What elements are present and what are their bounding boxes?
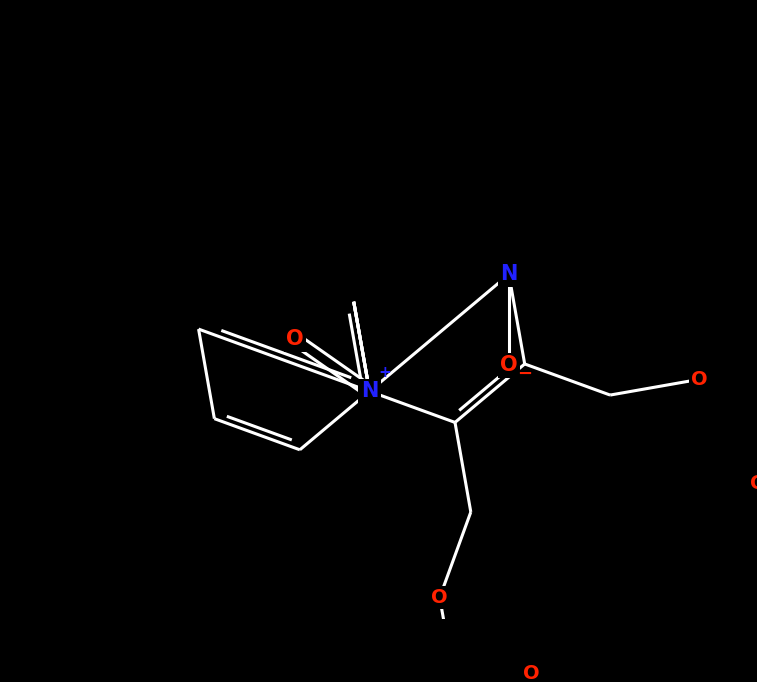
Text: O: O	[523, 664, 540, 682]
Text: O: O	[750, 473, 757, 492]
Text: O: O	[500, 355, 518, 375]
Text: O: O	[286, 329, 304, 349]
Text: O: O	[691, 370, 708, 389]
Text: O: O	[431, 588, 448, 607]
Text: +: +	[378, 365, 391, 380]
Text: N: N	[361, 381, 378, 401]
Text: N: N	[500, 265, 518, 284]
Text: −: −	[517, 365, 532, 383]
